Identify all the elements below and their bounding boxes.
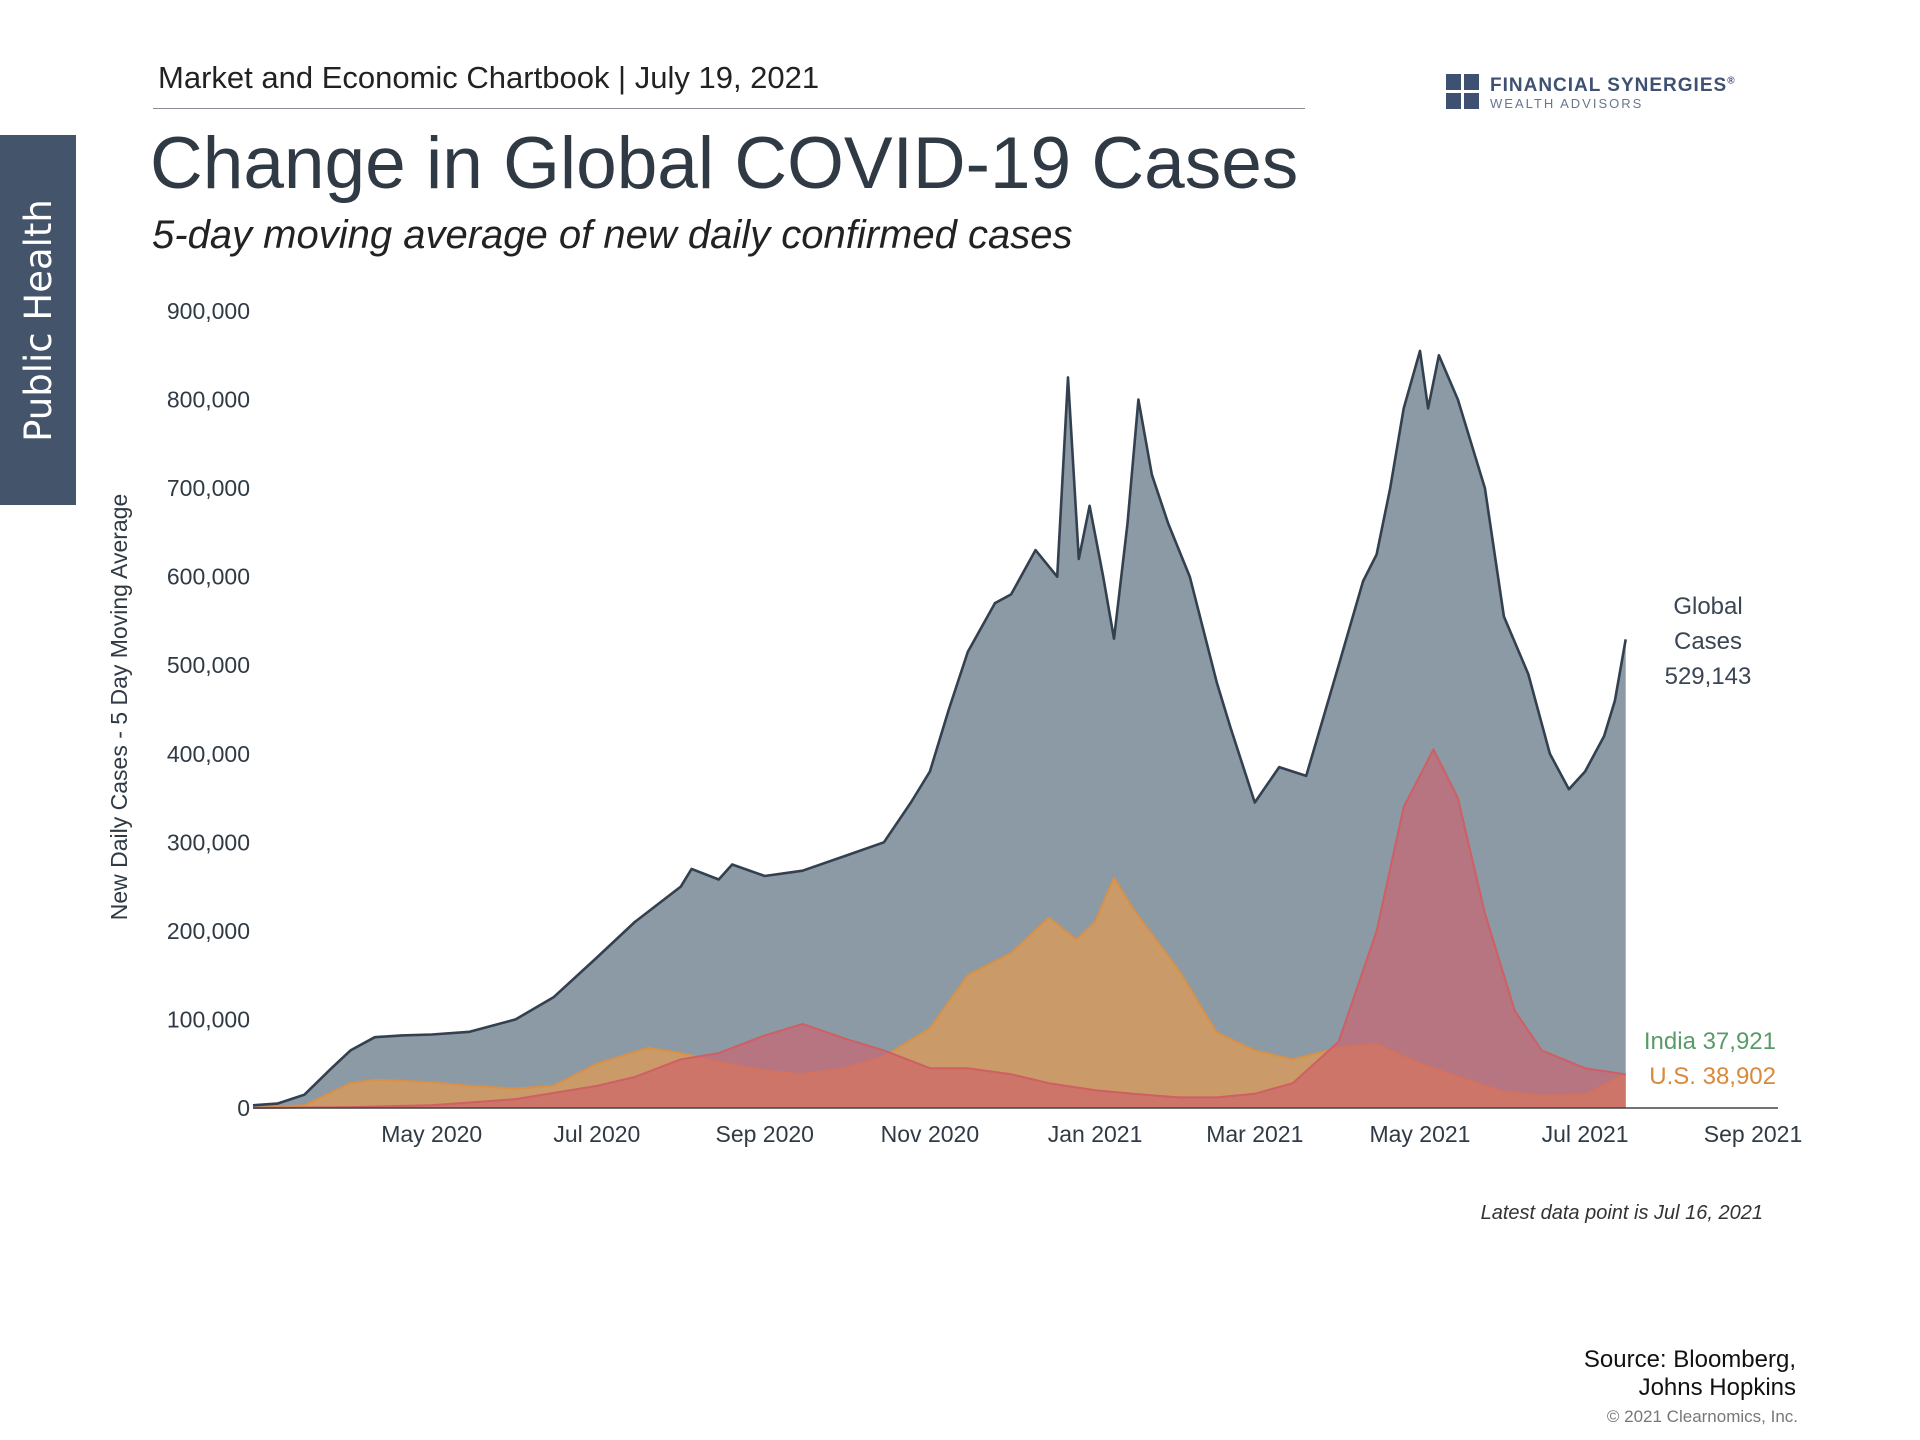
y-tick-label: 500,000 <box>167 652 250 678</box>
us-label: U.S. 38,902 <box>1649 1063 1776 1090</box>
y-tick-label: 900,000 <box>167 298 250 324</box>
y-tick-label: 400,000 <box>167 741 250 767</box>
header-divider <box>153 108 1305 109</box>
public-health-tab: Public Health <box>0 135 76 505</box>
x-tick-label: Jan 2021 <box>1048 1121 1143 1147</box>
y-tick-label: 600,000 <box>167 564 250 590</box>
source-line-2: Johns Hopkins <box>1638 1373 1796 1401</box>
x-tick-label: May 2021 <box>1369 1121 1470 1147</box>
y-tick-label: 300,000 <box>167 829 250 855</box>
x-tick-label: Sep 2020 <box>715 1121 813 1147</box>
logo-name: FINANCIAL SYNERGIES <box>1490 74 1728 96</box>
y-tick-label: 200,000 <box>167 918 250 944</box>
copyright: © 2021 Clearnomics, Inc. <box>1606 1407 1798 1426</box>
global-cases-area <box>253 350 1626 1108</box>
x-tick-label: Mar 2021 <box>1206 1121 1303 1147</box>
y-tick-label: 0 <box>237 1095 250 1121</box>
source-line-1: Source: Bloomberg, <box>1583 1346 1796 1373</box>
page-subtitle: 5-day moving average of new daily confir… <box>152 213 1073 257</box>
company-logo: FINANCIAL SYNERGIES® WEALTH ADVISORS <box>1446 74 1736 111</box>
y-tick-label: 800,000 <box>167 387 250 413</box>
y-tick-label: 100,000 <box>167 1006 250 1032</box>
india-label: India 37,921 <box>1644 1028 1776 1055</box>
y-axis-label: New Daily Cases - 5 Day Moving Average <box>106 494 132 921</box>
logo-grid-icon <box>1446 74 1480 111</box>
y-tick-label: 700,000 <box>167 475 250 501</box>
x-tick-label: Sep 2021 <box>1704 1121 1802 1147</box>
logo-subtitle: WEALTH ADVISORS <box>1490 95 1644 111</box>
x-tick-label: Jul 2021 <box>1542 1121 1629 1147</box>
global-cases-label: 529,143 <box>1665 663 1752 690</box>
global-cases-label: Cases <box>1674 628 1742 655</box>
u-s-area <box>253 877 1626 1108</box>
latest-data-note: Latest data point is Jul 16, 2021 <box>1480 1202 1763 1224</box>
page-title: Change in Global COVID-19 Cases <box>150 123 1299 204</box>
x-tick-label: Nov 2020 <box>881 1121 979 1147</box>
logo-registered: ® <box>1727 75 1736 87</box>
x-tick-label: Jul 2020 <box>553 1121 640 1147</box>
global-cases-line <box>252 349 1627 1107</box>
chartbook-heading: Market and Economic Chartbook | July 19,… <box>158 60 820 95</box>
x-tick-label: May 2020 <box>381 1121 482 1147</box>
global-cases-label: Global <box>1673 593 1742 620</box>
india-line <box>252 748 1626 1109</box>
india-area <box>253 749 1626 1108</box>
source-note: Source: Bloomberg, Johns Hopkins <box>1584 1346 1796 1401</box>
